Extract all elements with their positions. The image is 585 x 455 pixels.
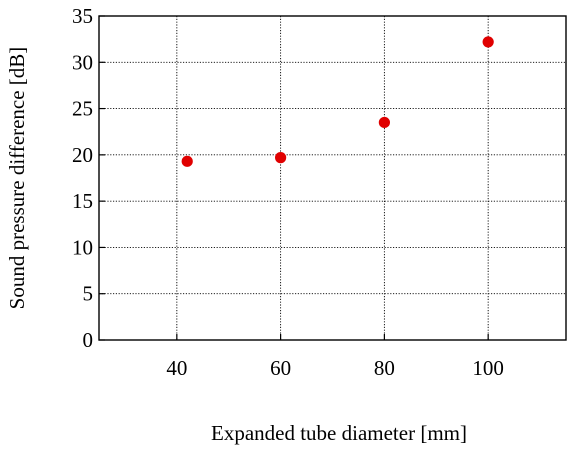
x-tick-label: 100 [472, 356, 504, 380]
data-point [275, 152, 287, 164]
grid [99, 16, 566, 340]
y-tick-label: 35 [72, 4, 93, 28]
data-point [482, 36, 494, 48]
y-tick-label: 15 [72, 189, 93, 213]
x-tick-label: 80 [374, 356, 395, 380]
y-tick-label: 30 [72, 50, 93, 74]
x-axis-label: Expanded tube diameter [mm] [211, 421, 467, 445]
y-tick-label: 10 [72, 235, 93, 259]
x-tick-label: 60 [270, 356, 291, 380]
data-point [378, 116, 390, 129]
y-tick-label: 5 [83, 282, 94, 306]
y-tick-label: 25 [72, 97, 93, 121]
y-tick-label: 20 [72, 143, 93, 167]
x-tick-label: 40 [166, 356, 187, 380]
data-point [181, 155, 193, 167]
plot-frame [98, 15, 567, 341]
data-points [181, 36, 494, 167]
y-tick-label: 0 [83, 328, 94, 352]
x-axis-ticks: 40 60 80 100 [166, 334, 504, 380]
y-axis-label: Sound pressure difference [dB] [5, 47, 29, 310]
y-axis-ticks: 0 5 10 15 20 25 30 35 [72, 4, 105, 352]
